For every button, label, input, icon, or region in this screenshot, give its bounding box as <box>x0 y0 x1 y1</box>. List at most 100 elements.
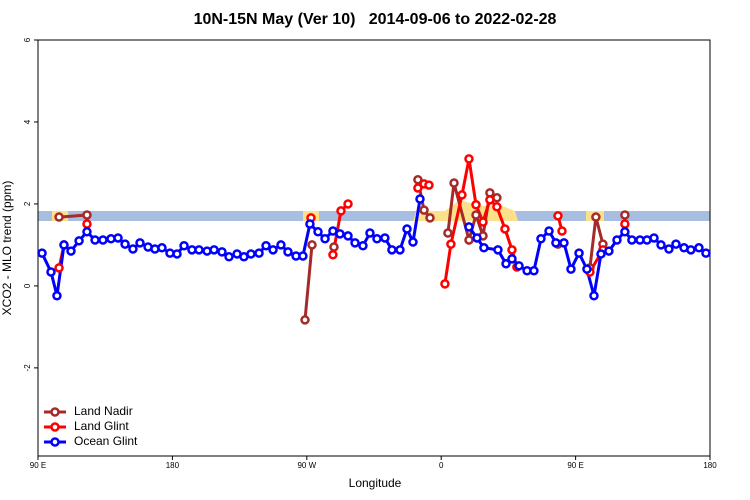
data-point <box>74 236 84 246</box>
data-point <box>350 238 360 248</box>
shade <box>413 200 518 221</box>
x-tick-label: 180 <box>166 461 180 470</box>
data-point <box>627 235 637 245</box>
data-point <box>343 231 353 241</box>
data-point <box>66 246 76 256</box>
data-point <box>464 222 474 232</box>
data-point <box>464 235 474 245</box>
x-tick-label: 180 <box>703 461 717 470</box>
data-point <box>620 219 630 229</box>
data-point <box>507 254 517 264</box>
data-point <box>120 239 130 249</box>
data-point <box>544 226 554 236</box>
data-point <box>566 264 576 274</box>
data-point <box>620 227 630 237</box>
data-point <box>82 227 92 237</box>
legend-label: Land Glint <box>74 419 129 433</box>
data-point <box>283 247 293 257</box>
data-point <box>551 238 561 248</box>
data-point <box>591 212 601 222</box>
data-point <box>313 227 323 237</box>
data-point <box>52 290 62 301</box>
plot-frame <box>37 39 711 457</box>
data-point <box>217 247 227 257</box>
data-point <box>686 245 696 255</box>
data-point <box>582 264 592 274</box>
data-point <box>179 240 189 251</box>
data-point <box>649 233 659 243</box>
data-point <box>478 217 488 227</box>
data-point <box>440 279 450 289</box>
data-point <box>449 178 459 188</box>
data-point <box>328 250 338 260</box>
data-point <box>589 290 599 301</box>
data-point <box>424 180 434 190</box>
data-point <box>471 200 481 210</box>
data-point <box>172 249 182 259</box>
data-point <box>336 206 346 216</box>
y-tick-label: 4 <box>23 119 32 124</box>
data-point <box>82 210 92 220</box>
data-point <box>157 243 167 253</box>
data-point <box>307 240 317 250</box>
data-point <box>694 243 704 253</box>
data-point <box>529 265 539 276</box>
data-point <box>395 245 405 255</box>
legend-marker <box>50 422 60 432</box>
data-point <box>300 315 310 325</box>
data-point <box>135 238 145 248</box>
data-point <box>507 245 517 255</box>
data-point <box>501 259 511 269</box>
data-point <box>419 205 429 215</box>
data-point <box>656 240 666 250</box>
data-point <box>471 210 481 220</box>
data-point <box>358 240 368 251</box>
data-point <box>268 245 278 255</box>
data-point <box>620 210 630 220</box>
data-point <box>485 195 495 205</box>
data-point <box>113 233 123 243</box>
data-point <box>298 251 308 261</box>
data-point <box>343 199 353 209</box>
legend-marker <box>50 407 60 417</box>
x-tick-label: 0 <box>439 461 444 470</box>
data-point <box>54 212 64 222</box>
data-point <box>559 238 569 248</box>
data-point <box>305 219 315 229</box>
y-tick-label: 2 <box>23 201 32 206</box>
data-point <box>596 249 606 259</box>
data-point <box>335 229 345 239</box>
data-point <box>612 235 622 245</box>
data-point <box>457 190 467 200</box>
x-tick-label: 90 W <box>297 461 316 470</box>
data-point <box>464 154 474 164</box>
y-tick-label: 6 <box>23 37 32 42</box>
data-point <box>425 213 435 223</box>
x-tick-label: 90 E <box>567 461 583 470</box>
data-point <box>701 248 711 258</box>
data-point <box>37 248 47 258</box>
data-point <box>224 252 234 262</box>
data-point <box>90 235 100 245</box>
data-point <box>98 235 108 245</box>
data-point <box>574 248 584 258</box>
legend-label: Land Nadir <box>74 404 133 418</box>
x-axis-title: Longitude <box>349 476 402 490</box>
data-point <box>365 228 375 238</box>
y-tick-label: -2 <box>23 364 32 372</box>
data-point <box>472 233 482 243</box>
data-point <box>209 245 219 255</box>
data-point <box>664 244 674 254</box>
data-point <box>443 228 453 238</box>
data-point <box>479 243 489 253</box>
data-point <box>536 234 546 244</box>
data-point <box>254 248 264 258</box>
data-point <box>329 242 339 252</box>
data-point <box>493 245 503 255</box>
data-point <box>492 202 502 212</box>
legend-marker <box>50 437 60 447</box>
data-point <box>128 244 138 254</box>
data-point <box>380 233 390 243</box>
